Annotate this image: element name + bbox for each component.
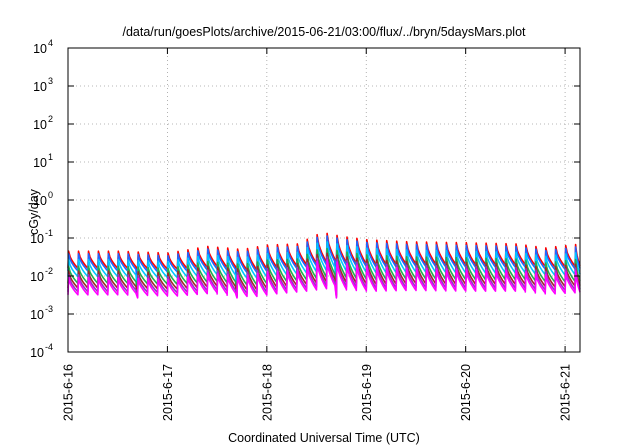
y-tick-label: 10-4 (30, 342, 53, 360)
y-tick-exponent: 4 (48, 38, 53, 48)
y-tick-exponent: -4 (45, 342, 53, 352)
y-tick-label: 103 (33, 76, 53, 94)
series-group (67, 232, 581, 299)
y-tick-exponent: 3 (48, 76, 53, 86)
y-tick-exponent: 0 (48, 190, 53, 200)
y-tick-exponent: 2 (48, 114, 53, 124)
y-tick-label: 102 (33, 114, 53, 132)
x-tick-label: 2015-6-21 (559, 364, 573, 421)
x-axis: 2015-6-16 2015-6-17 2015-6-18 2015-6-19 2015… (62, 48, 573, 421)
x-tick-label: 2015-6-16 (62, 364, 76, 421)
y-tick-label: 10-2 (30, 266, 53, 284)
y-tick-label: 104 (33, 38, 53, 56)
x-tick-label: 2015-6-17 (161, 364, 175, 421)
y-tick-exponent: 1 (48, 152, 53, 162)
y-tick-label: 10-3 (30, 304, 53, 322)
y-tick-exponent: -2 (45, 266, 53, 276)
x-tick-label: 2015-6-19 (360, 364, 374, 421)
x-tick-label: 2015-6-18 (260, 364, 274, 421)
x-tick-label: 2015-6-20 (459, 364, 473, 421)
x-axis-label: Coordinated Universal Time (UTC) (228, 431, 420, 445)
y-tick-exponent: -1 (45, 228, 53, 238)
chart-title: /data/run/goesPlots/archive/2015-06-21/0… (122, 25, 526, 39)
y-axis-label: cGy/day (27, 188, 41, 235)
y-tick-exponent: -3 (45, 304, 53, 314)
grid (68, 48, 580, 352)
y-tick-label: 101 (33, 152, 53, 170)
series-line-7 (67, 259, 581, 299)
